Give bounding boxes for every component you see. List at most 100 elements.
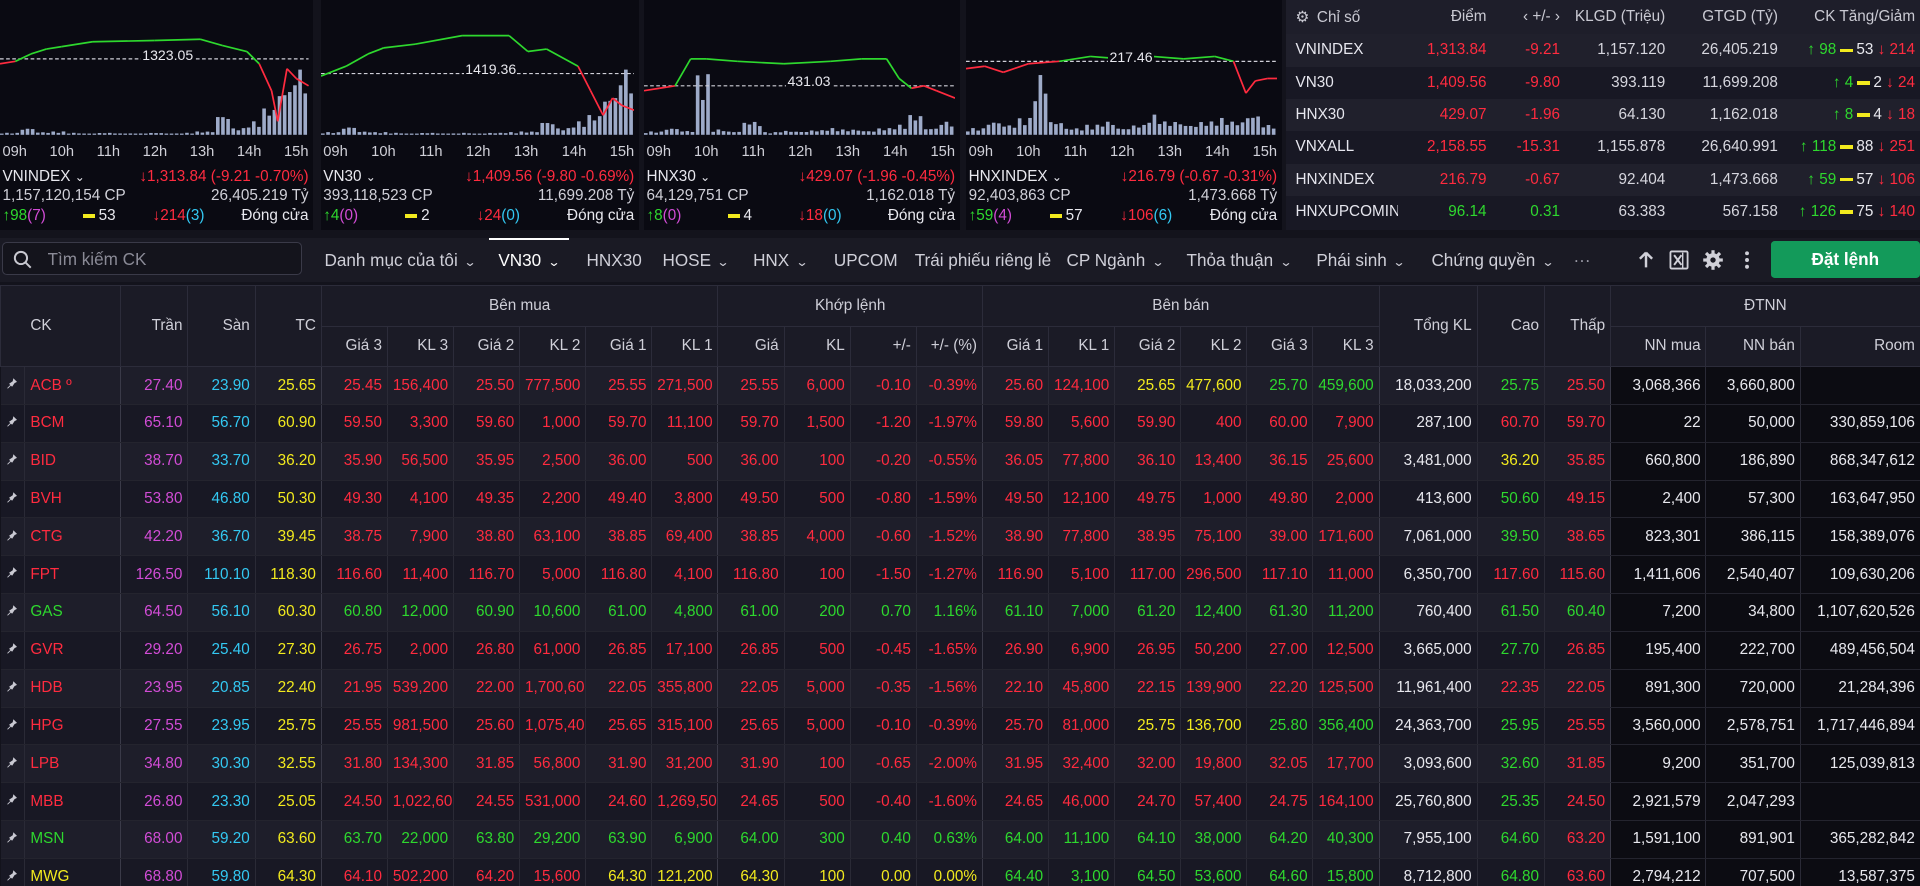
- volume-bar: [644, 133, 648, 135]
- advancers: ↑59: [968, 206, 994, 224]
- pin-icon[interactable]: [0, 480, 26, 519]
- ask-price-3: 27.00: [1246, 631, 1314, 670]
- table-row[interactable]: HPG 27.55 23.95 25.75 25.55 981,500 25.60 1,075…: [0, 707, 1920, 746]
- volume-bar: [576, 121, 581, 135]
- table-row[interactable]: LPB 34.80 30.30 32.55 31.80 134,300 31.85 56,80…: [0, 744, 1920, 784]
- table-row[interactable]: CTG 42.20 36.70 39.45 38.75 7,900 38.80 63,100 3…: [0, 517, 1920, 557]
- bid-price-2: 116.70: [453, 555, 521, 595]
- search-box[interactable]: [2, 242, 303, 276]
- pin-icon[interactable]: [0, 555, 26, 595]
- volume-bar: [815, 131, 819, 135]
- table-row[interactable]: BID 38.70 33.70 36.20 35.90 56,500 35.95 2,500 3…: [0, 442, 1920, 481]
- tab-vn30[interactable]: VN30 ⌄: [488, 237, 570, 282]
- pin-icon[interactable]: [0, 858, 26, 886]
- col-match-volume: KL: [783, 325, 851, 368]
- pin-icon[interactable]: [0, 820, 26, 859]
- excel-export-icon[interactable]: [1668, 249, 1690, 271]
- intraday-chart: [966, 55, 1278, 135]
- index-row-value: 11,699.208: [1702, 73, 1778, 91]
- foreign-buy: 1,591,100: [1610, 820, 1707, 859]
- index-name[interactable]: VNINDEX ⌄: [2, 167, 85, 185]
- pin-icon[interactable]: [0, 593, 26, 632]
- ceiling-price: 42.20: [120, 517, 189, 557]
- table-row[interactable]: BCM 65.10 56.70 60.90 59.50 3,300 59.60 1,000 59…: [0, 404, 1920, 443]
- pin-shape: [7, 454, 18, 465]
- ask-price-3: 117.10: [1246, 555, 1314, 595]
- volume-bar: [976, 130, 981, 135]
- pin-icon[interactable]: [0, 442, 26, 481]
- volume-bar: [1002, 126, 1007, 135]
- volume-bar: [763, 132, 767, 135]
- index-chart-vn30[interactable]: 1419.36 09h 10h 11h 12h 13h 14h 15h VN30 ⌄ ↓1,409…: [320, 0, 640, 231]
- tab-hnx[interactable]: HNX ⌄: [753, 238, 808, 282]
- price-change-pct: 0.63%: [916, 820, 983, 859]
- index-header-change[interactable]: ‹ +/- ›: [1523, 8, 1560, 26]
- volume-bar: [550, 124, 555, 135]
- index-row[interactable]: VN30 1,409.56 -9.80 393.119 11,699.208 ↑ 4 2 …: [1286, 67, 1920, 99]
- index-chart-hnxindex[interactable]: 217.46 09h 10h 11h 12h 13h 14h 15h HNXINDEX ⌄ ↓21…: [966, 0, 1283, 231]
- table-row[interactable]: FPT 126.50 110.10 118.30 116.60 11,400 116.70 5…: [0, 555, 1920, 595]
- volume-bar: [482, 133, 487, 135]
- index-row[interactable]: HNXINDEX 216.79 -0.67 92.404 1,473.668 ↑ 59 5…: [1285, 163, 1920, 196]
- gear-icon[interactable]: ⚙: [1295, 8, 1310, 26]
- index-name[interactable]: HNX30 ⌄: [646, 167, 711, 185]
- index-chart-hnx30[interactable]: 431.03 09h 10h 11h 12h 13h 14h 15h HNX30 ⌄ ↓429.0…: [644, 0, 960, 231]
- pin-icon[interactable]: [0, 631, 26, 670]
- tab-warrants[interactable]: Chứng quyền ⌄: [1431, 238, 1554, 282]
- symbol-cell: HPG: [24, 707, 122, 746]
- index-name[interactable]: HNXINDEX ⌄: [968, 167, 1063, 185]
- scroll-top-icon[interactable]: [1635, 249, 1657, 271]
- symbol-cell: BCM: [24, 404, 122, 443]
- table-row[interactable]: ACB º 27.40 23.90 25.65 25.45 156,400 25.50 777…: [0, 366, 1920, 405]
- pin-icon[interactable]: [0, 744, 26, 784]
- tab-sector-stocks[interactable]: CP Ngành ⌄: [1067, 238, 1165, 282]
- table-row[interactable]: MWG 68.80 59.80 64.30 64.10 502,200 64.20 15,60…: [0, 858, 1920, 886]
- tab-derivatives[interactable]: Phái sinh ⌄: [1316, 238, 1406, 282]
- more-vertical-icon[interactable]: [1736, 249, 1758, 271]
- tab-hnx30[interactable]: HNX30: [586, 249, 642, 270]
- volume-bar: [820, 130, 824, 135]
- index-chart-vnindex[interactable]: 1323.05 09h 10h 11h 12h 13h 14h 15h VNINDEX ⌄ ↓1,…: [0, 0, 314, 231]
- tab-more[interactable]: ···: [1573, 249, 1591, 270]
- index-value: 11,699.208 Tỷ: [537, 187, 635, 205]
- tab-upcom[interactable]: UPCOM: [833, 249, 898, 270]
- index-row[interactable]: HNX30 429.07 -1.96 64.130 1,162.018 ↑ 8 4 ↓ 1…: [1285, 98, 1920, 132]
- ask-volume-1: 77,800: [1048, 442, 1116, 481]
- pin-icon[interactable]: [0, 669, 26, 708]
- tab-my-watchlist[interactable]: Danh mục của tôi ⌄: [324, 238, 476, 282]
- time-tick: 09h: [646, 144, 672, 161]
- table-row[interactable]: MSN 68.00 59.20 63.60 63.70 22,000 63.80 29,200…: [0, 820, 1920, 859]
- ask-price-2: 32.00: [1114, 744, 1182, 784]
- pin-icon[interactable]: [0, 404, 26, 443]
- tab-negotiated[interactable]: Thỏa thuận ⌄: [1187, 238, 1293, 282]
- index-row-change: 0.31: [1530, 203, 1560, 220]
- bid-volume-2: 29,200: [519, 820, 587, 859]
- tab-private-bonds[interactable]: Trái phiếu riêng lẻ: [914, 249, 1052, 270]
- table-row[interactable]: GVR 29.20 25.40 27.30 26.75 2,000 26.80 61,000 2…: [0, 631, 1920, 670]
- col-symbol[interactable]: CK: [0, 285, 121, 368]
- pin-icon[interactable]: [0, 707, 26, 746]
- unchanged-marker: [1840, 145, 1853, 150]
- foreign-room: 489,456,504: [1800, 631, 1920, 670]
- index-header-name[interactable]: ⚙ Chỉ số: [1295, 8, 1361, 26]
- place-order-button[interactable]: Đặt lệnh: [1770, 241, 1920, 278]
- tab-hose[interactable]: HOSE ⌄: [662, 238, 730, 282]
- bid-volume-3: 11,400: [387, 555, 455, 595]
- table-row[interactable]: BVH 53.80 46.80 50.30 49.30 4,100 49.35 2,200 49…: [0, 480, 1920, 519]
- table-row[interactable]: MBB26.8023.3025.0524.501,022,60024.55531…: [0, 782, 1920, 822]
- volume-bar: [1147, 122, 1152, 135]
- table-row[interactable]: GAS 64.50 56.10 60.30 60.80 12,000 60.90 10,600…: [0, 593, 1920, 632]
- pin-icon[interactable]: [0, 517, 26, 557]
- ask-volume-3: 171,600: [1312, 517, 1380, 557]
- table-row[interactable]: HDB 23.95 20.85 22.40 21.95 539,200 22.00 1,700…: [0, 669, 1920, 708]
- index-row[interactable]: VNINDEX 1,313.84 -9.21 1,157.120 26,405.219 ↑…: [1285, 34, 1920, 67]
- index-row[interactable]: VNXALL 2,158.55 -15.31 1,155.878 26,640.991 ↑…: [1286, 131, 1920, 163]
- pin-icon[interactable]: [0, 366, 26, 405]
- search-input[interactable]: [45, 245, 290, 273]
- index-name[interactable]: VN30 ⌄: [323, 167, 377, 185]
- low-price: 59.70: [1544, 404, 1611, 443]
- settings-icon[interactable]: [1702, 249, 1724, 271]
- pin-icon[interactable]: [0, 782, 26, 822]
- volume-bar: [404, 133, 409, 135]
